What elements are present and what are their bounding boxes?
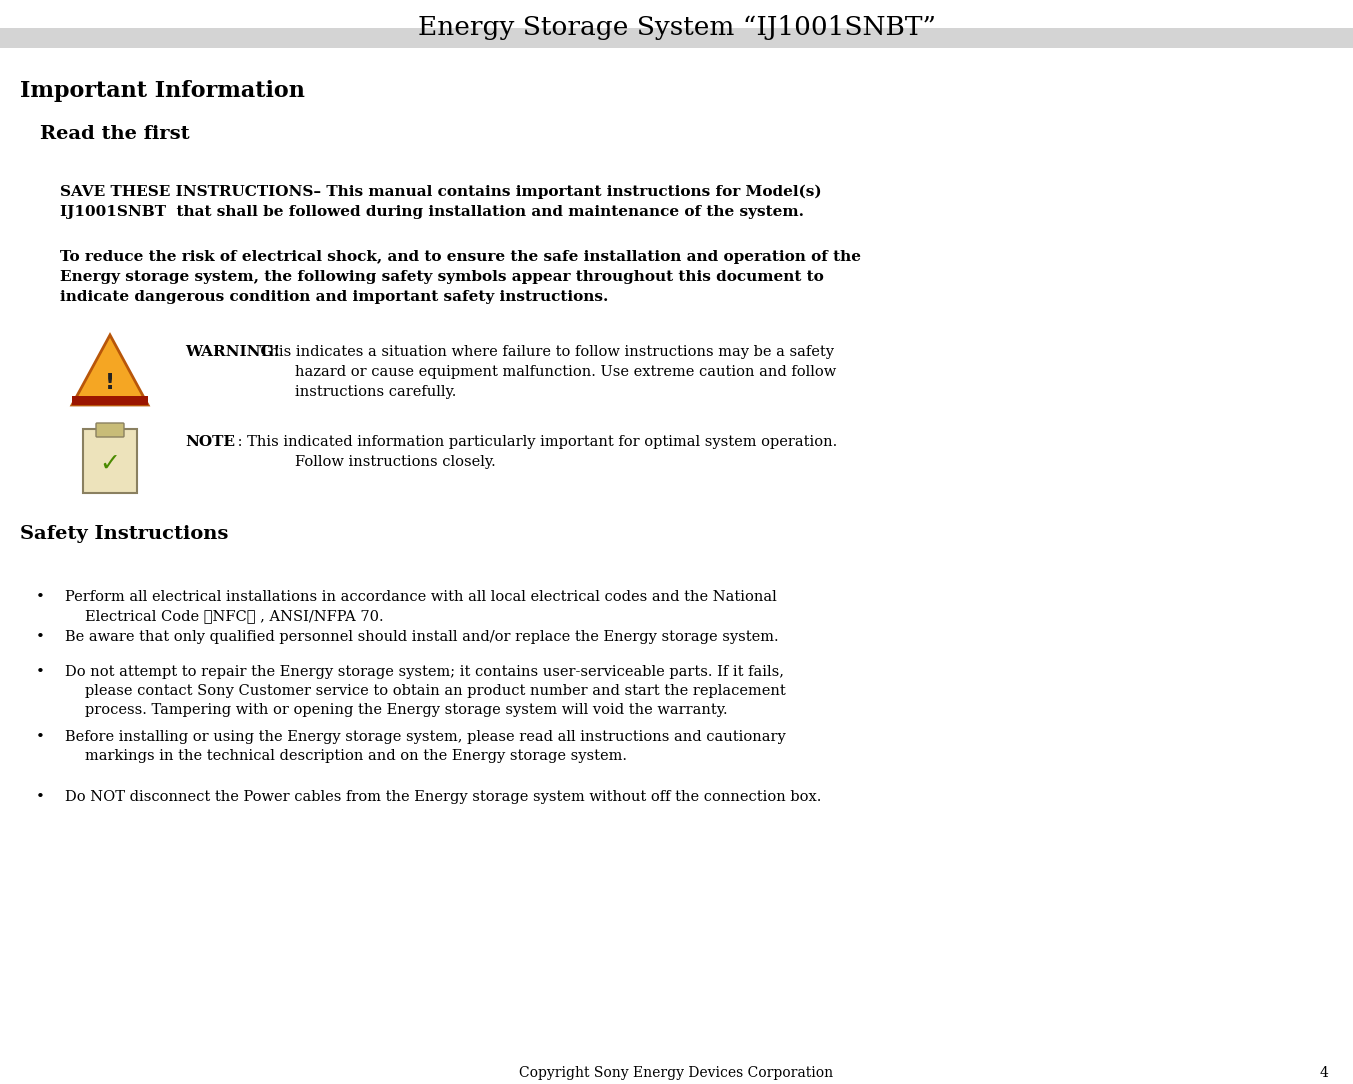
Text: please contact Sony Customer service to obtain an product number and start the r: please contact Sony Customer service to … <box>85 684 786 698</box>
Polygon shape <box>72 396 147 405</box>
Text: This indicates a situation where failure to follow instructions may be a safety: This indicates a situation where failure… <box>254 345 833 359</box>
Text: Safety Instructions: Safety Instructions <box>20 525 229 543</box>
Text: hazard or cause equipment malfunction. Use extreme caution and follow: hazard or cause equipment malfunction. U… <box>295 365 836 379</box>
Text: •: • <box>35 630 45 644</box>
Text: Follow instructions closely.: Follow instructions closely. <box>295 455 495 469</box>
Text: SAVE THESE INSTRUCTIONS– This manual contains important instructions for Model(s: SAVE THESE INSTRUCTIONS– This manual con… <box>60 185 821 199</box>
Text: •: • <box>35 664 45 679</box>
Text: Perform all electrical installations in accordance with all local electrical cod: Perform all electrical installations in … <box>65 590 777 604</box>
FancyBboxPatch shape <box>96 423 124 437</box>
Text: Electrical Code （NFC） , ANSI/NFPA 70.: Electrical Code （NFC） , ANSI/NFPA 70. <box>85 609 384 623</box>
Text: Read the first: Read the first <box>41 125 189 143</box>
Text: IJ1001SNBT  that shall be followed during installation and maintenance of the sy: IJ1001SNBT that shall be followed during… <box>60 205 804 219</box>
Text: Be aware that only qualified personnel should install and/or replace the Energy : Be aware that only qualified personnel s… <box>65 630 778 644</box>
Text: Copyright Sony Energy Devices Corporation: Copyright Sony Energy Devices Corporatio… <box>520 1066 833 1080</box>
Text: indicate dangerous condition and important safety instructions.: indicate dangerous condition and importa… <box>60 291 609 304</box>
Text: Important Information: Important Information <box>20 80 304 102</box>
Text: Energy Storage System “IJ1001SNBT”: Energy Storage System “IJ1001SNBT” <box>418 15 935 40</box>
Text: WARNING!: WARNING! <box>185 345 280 359</box>
Text: •: • <box>35 790 45 804</box>
Text: Energy storage system, the following safety symbols appear throughout this docum: Energy storage system, the following saf… <box>60 270 824 284</box>
Text: 4: 4 <box>1319 1066 1329 1080</box>
Text: •: • <box>35 730 45 744</box>
Text: NOTE: NOTE <box>185 435 235 449</box>
Text: !: ! <box>106 373 115 393</box>
FancyBboxPatch shape <box>83 429 137 493</box>
Polygon shape <box>72 335 147 405</box>
Text: : This indicated information particularly important for optimal system operation: : This indicated information particularl… <box>233 435 838 449</box>
Text: markings in the technical description and on the Energy storage system.: markings in the technical description an… <box>85 749 626 763</box>
Text: ✓: ✓ <box>100 452 120 476</box>
Text: instructions carefully.: instructions carefully. <box>295 385 456 399</box>
Text: Do not attempt to repair the Energy storage system; it contains user-serviceable: Do not attempt to repair the Energy stor… <box>65 664 783 679</box>
Text: process. Tampering with or opening the Energy storage system will void the warra: process. Tampering with or opening the E… <box>85 704 728 717</box>
Text: •: • <box>35 590 45 604</box>
Text: Do NOT disconnect the Power cables from the Energy storage system without off th: Do NOT disconnect the Power cables from … <box>65 790 821 804</box>
Text: To reduce the risk of electrical shock, and to ensure the safe installation and : To reduce the risk of electrical shock, … <box>60 250 861 264</box>
FancyBboxPatch shape <box>0 28 1353 48</box>
Text: Before installing or using the Energy storage system, please read all instructio: Before installing or using the Energy st… <box>65 730 786 744</box>
